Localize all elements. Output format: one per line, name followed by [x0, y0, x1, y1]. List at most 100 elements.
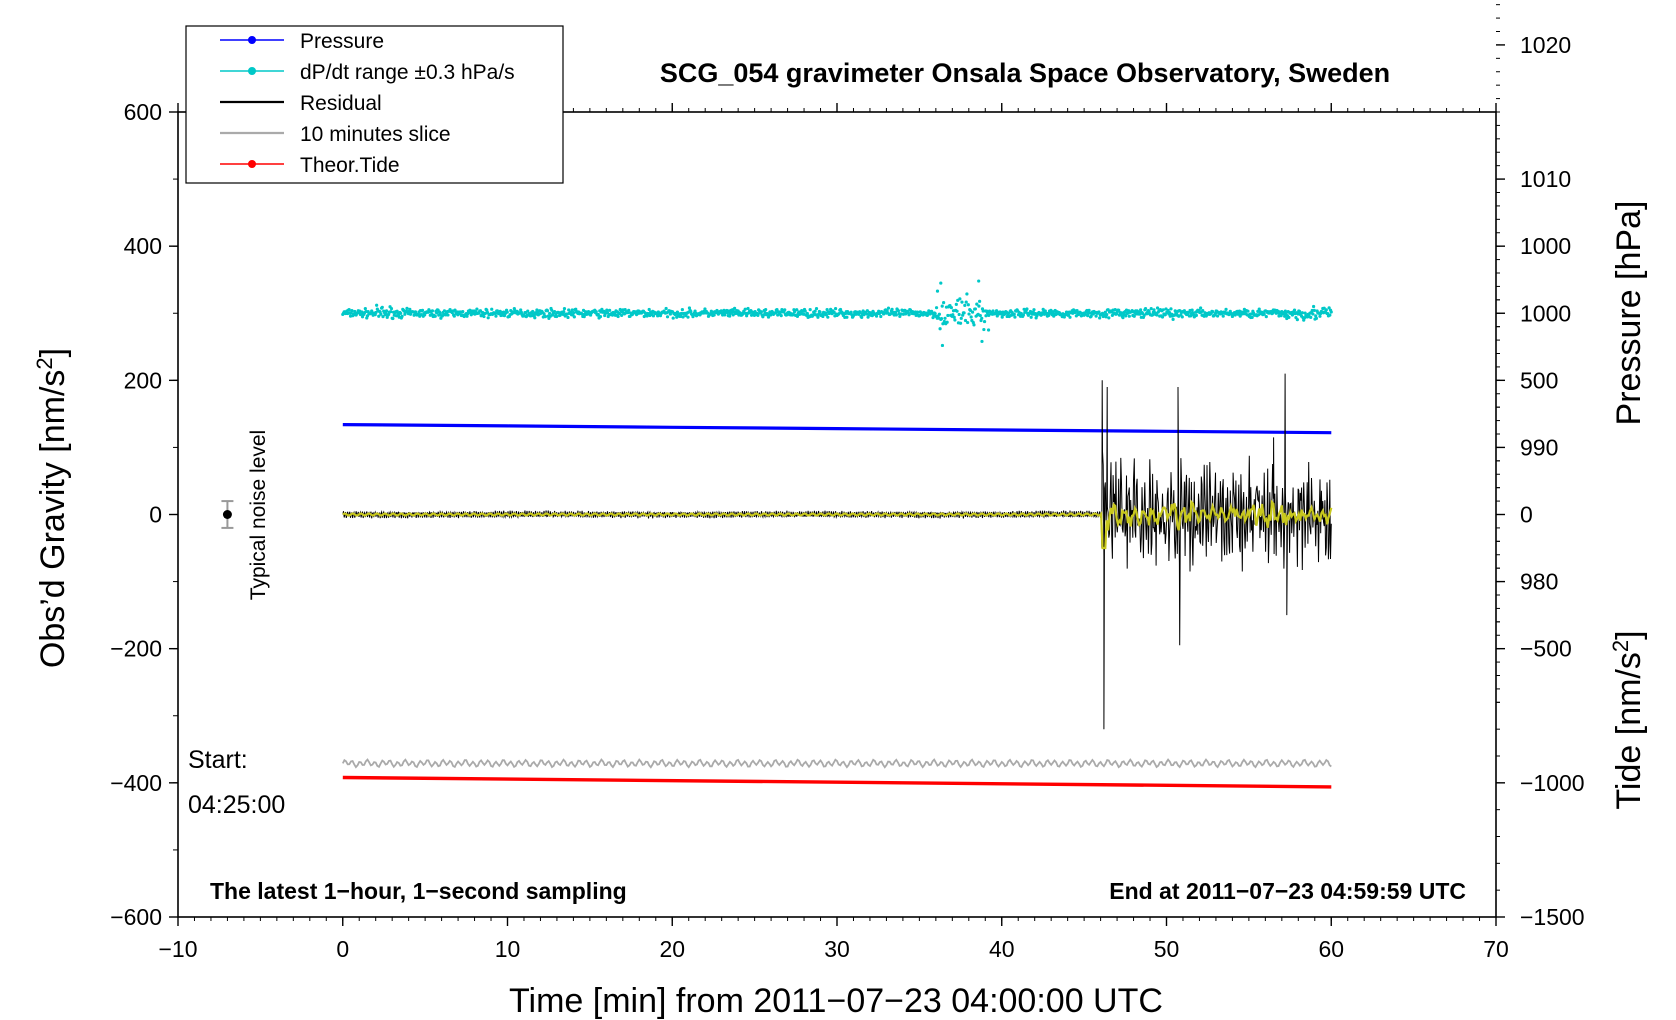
dpdt-point [1246, 309, 1250, 313]
legend-swatch-marker [248, 67, 256, 75]
dpdt-point [360, 315, 365, 319]
dpdt-point [826, 315, 830, 319]
dpdt-point [1171, 317, 1175, 322]
dpdt-point [972, 323, 976, 327]
dpdt-point [1012, 312, 1016, 316]
dpdt-point [959, 316, 963, 320]
dpdt-point [894, 313, 898, 317]
dpdt-point [935, 289, 940, 293]
dpdt-point [1312, 308, 1316, 312]
dpdt-point [894, 310, 898, 314]
pressure-tick-label: 1010 [1520, 166, 1571, 192]
dpdt-point [1250, 315, 1254, 319]
dpdt-point [465, 314, 469, 318]
dpdt-point [1121, 316, 1125, 320]
dpdt-point [1097, 310, 1101, 314]
y-axis-label-tide: Tide [nm/s2] [1608, 630, 1648, 809]
dpdt-point [963, 318, 968, 323]
dpdt-point [1149, 307, 1153, 311]
y-axis-label-left: Obs’d Gravity [nm/s2] [32, 348, 72, 668]
dpdt-point [668, 312, 672, 316]
dpdt-point [433, 314, 437, 318]
dpdt-point [703, 307, 707, 311]
dpdt-point [1324, 308, 1328, 312]
dpdt-point [942, 301, 946, 305]
dpdt-point [1089, 314, 1093, 318]
dpdt-point [1163, 313, 1167, 317]
x-tick-label: 10 [495, 936, 521, 962]
dpdt-point [486, 316, 490, 320]
dpdt-point [1151, 313, 1155, 317]
tide-tick-label: 500 [1520, 367, 1558, 393]
legend: Pressure dP/dt range ±0.3 hPa/s Residual 10… [185, 25, 564, 184]
x-tick-label: 40 [989, 936, 1015, 962]
dpdt-point [664, 306, 668, 311]
legend-entry-label: dP/dt range ±0.3 hPa/s [300, 61, 515, 84]
dpdt-point [1115, 312, 1119, 316]
dpdt-point [490, 307, 494, 311]
dpdt-point [442, 309, 447, 313]
dpdt-point [1201, 308, 1205, 313]
dpdt-point [531, 309, 535, 314]
dpdt-point [833, 306, 838, 311]
dpdt-point [375, 303, 379, 307]
axis-ticks: −10 0 10 20 30 40 50 60 70−600−400−2000200400600… [110, 4, 1585, 962]
dpdt-point [879, 314, 883, 319]
pressure-tick-label: 980 [1520, 569, 1558, 595]
dpdt-point [533, 316, 537, 320]
dpdt-point [391, 316, 395, 321]
dpdt-point [1117, 308, 1121, 312]
dpdt-point [665, 315, 670, 319]
dpdt-point [381, 314, 385, 319]
dpdt-point [1224, 307, 1228, 311]
dpdt-point [954, 302, 958, 306]
dpdt-point [1318, 314, 1322, 318]
dpdt-point [982, 319, 987, 324]
y-tick-label: 0 [149, 502, 162, 528]
dpdt-point [915, 310, 920, 314]
dpdt-point [980, 339, 984, 344]
dpdt-point [1105, 312, 1109, 317]
dpdt-point [773, 311, 778, 315]
dpdt-point [937, 312, 941, 316]
dpdt-point [1103, 310, 1107, 314]
dpdt-point [475, 307, 479, 311]
dpdt-point [1124, 314, 1128, 318]
dpdt-point [946, 313, 950, 318]
dpdt-point [596, 312, 600, 317]
dpdt-point [1237, 312, 1241, 316]
dpdt-point [494, 314, 498, 318]
dpdt-point [1257, 307, 1261, 311]
dpdt-point [753, 310, 757, 314]
dpdt-point [1180, 315, 1184, 319]
x-axis-label: Time [min] from 2011−07−23 04:00:00 UTC [509, 982, 1163, 1020]
dpdt-point [380, 305, 384, 309]
legend-entry-label: Pressure [300, 30, 384, 53]
tide-tick-label: −1500 [1520, 904, 1585, 930]
dpdt-point [1075, 309, 1079, 313]
dpdt-point [600, 307, 604, 311]
dpdt-point [1189, 314, 1193, 318]
theoretical-tide-line [342, 775, 1332, 789]
dpdt-point [582, 315, 586, 319]
noise-level-label: Typical noise level [247, 430, 270, 600]
y-tick-label: 600 [124, 99, 162, 125]
dpdt-point [482, 314, 486, 319]
dpdt-point [962, 311, 966, 315]
residual-smoothed-line [342, 499, 1333, 550]
dpdt-point [1283, 309, 1287, 313]
dpdt-point [973, 307, 977, 311]
dpdt-point [761, 313, 766, 317]
dpdt-point [1029, 315, 1033, 319]
pressure-line [342, 423, 1332, 435]
dpdt-point [1311, 312, 1315, 316]
y-tick-label: −200 [110, 636, 162, 662]
legend-box [185, 25, 564, 184]
dpdt-point [964, 300, 968, 304]
dpdt-point [978, 313, 982, 318]
dpdt-point [1000, 315, 1004, 319]
dpdt-point [430, 309, 435, 313]
dpdt-point [970, 310, 975, 314]
dpdt-point [779, 313, 783, 318]
dpdt-point [849, 310, 853, 314]
